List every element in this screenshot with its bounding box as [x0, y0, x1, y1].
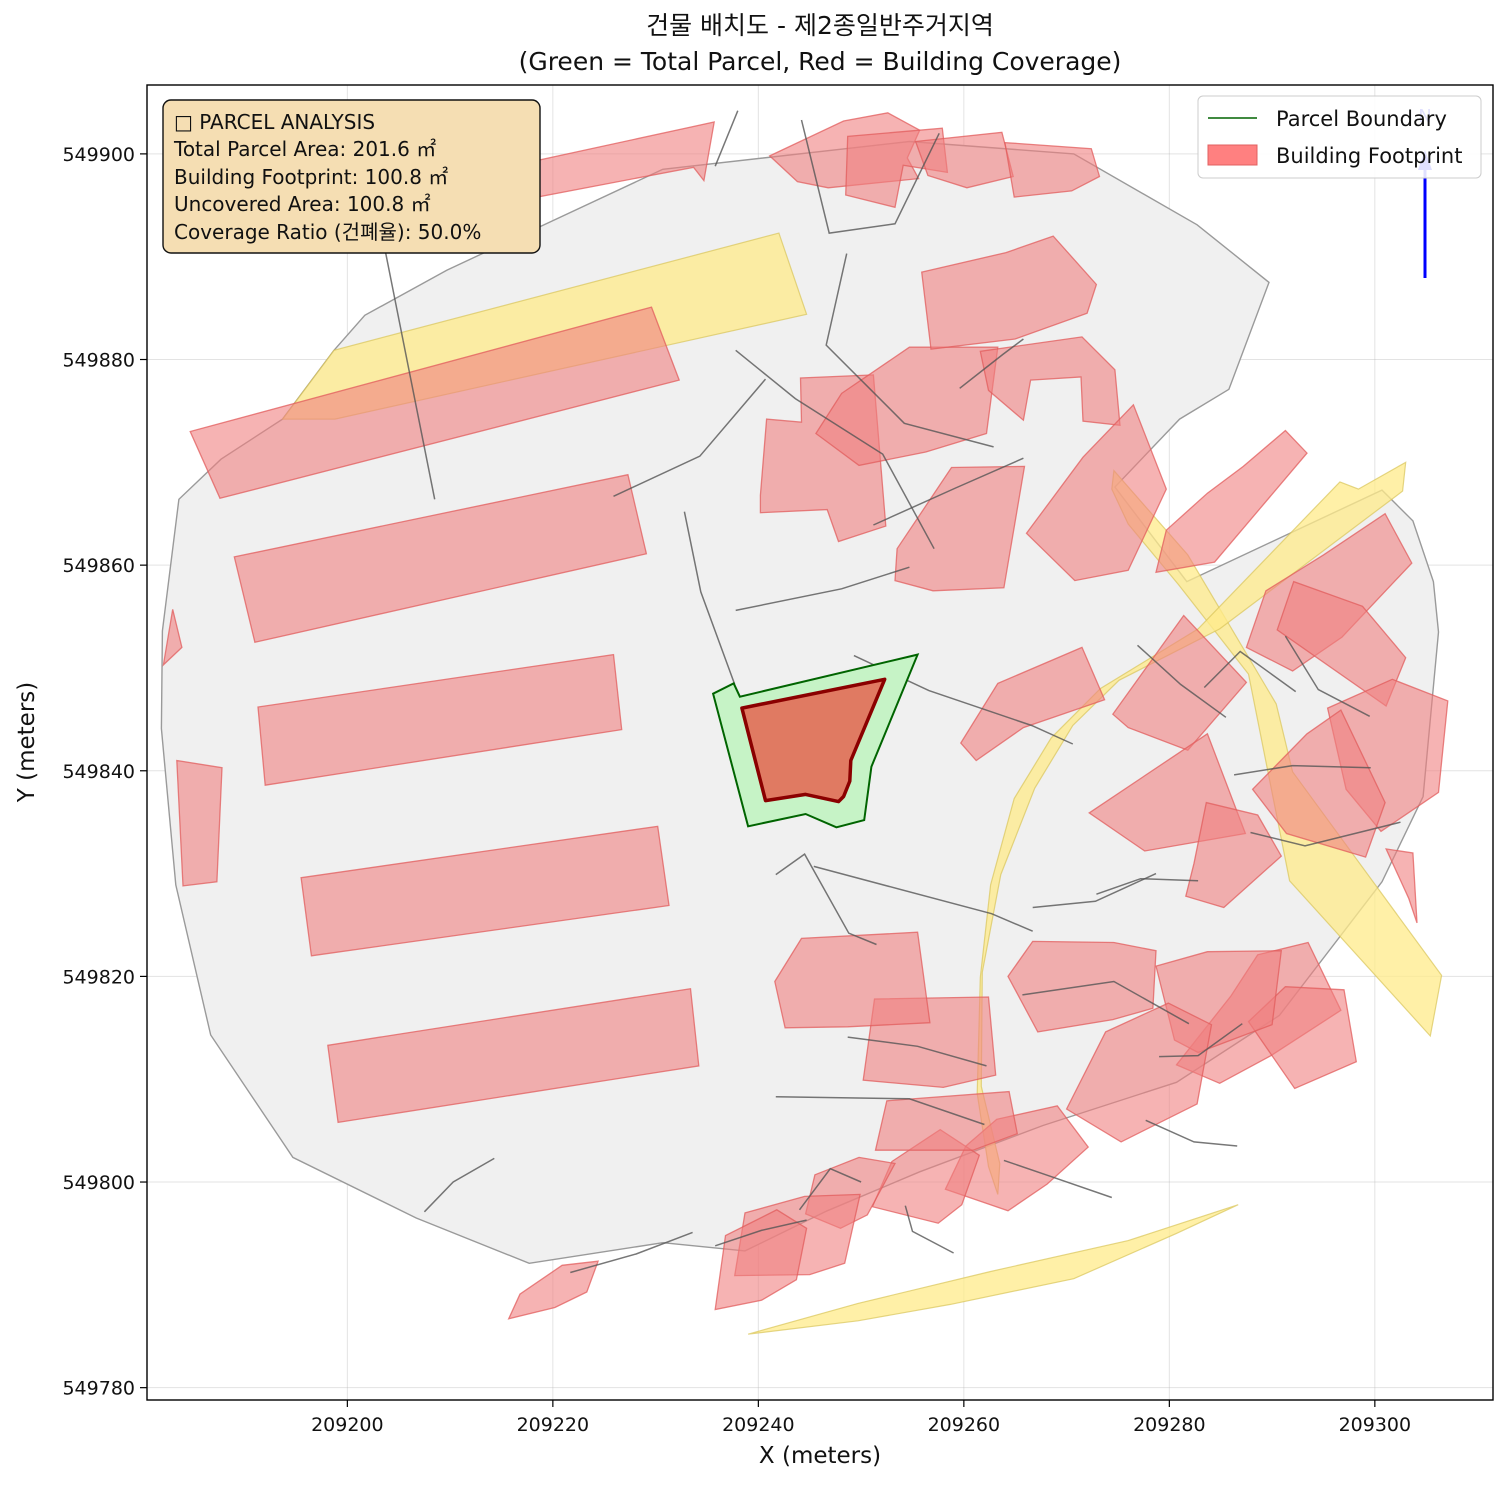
parcel-boundary-line: [1284, 635, 1371, 717]
legend-building-swatch: [1207, 144, 1258, 166]
building-footprint: [327, 987, 700, 1124]
parcel-boundary-line: [683, 511, 736, 685]
parcel-analysis-box: □ PARCEL ANALYSIS Total Parcel Area: 201…: [162, 99, 541, 254]
y-axis-title: Y (meters): [14, 682, 40, 803]
building-footprint: [189, 306, 681, 500]
parcel-boundary-line: [1203, 650, 1297, 693]
parcel-boundary-line: [800, 119, 940, 234]
legend-building-label: Building Footprint: [1276, 144, 1462, 168]
y-tick-label: 549900: [62, 144, 135, 166]
parcel-boundary-line: [384, 251, 436, 500]
building-footprint: [1251, 709, 1386, 858]
parcel-boundary-line: [1096, 877, 1199, 895]
building-footprint: [874, 1090, 1019, 1151]
parcel-boundary-line: [1003, 1159, 1113, 1199]
parcel-boundary-line: [775, 853, 877, 946]
y-tick-label: 549880: [62, 350, 135, 372]
legend: Parcel Boundary Building Footprint: [1197, 95, 1482, 179]
building-footprint: [894, 465, 1026, 592]
building-footprint: [176, 759, 223, 887]
y-tick-label: 549840: [62, 761, 135, 783]
y-tick-label: 549800: [62, 1172, 135, 1194]
building-footprint: [300, 825, 670, 957]
building-footprint: [920, 235, 1098, 350]
building-footprint: [1025, 403, 1168, 582]
x-tick-label: 209300: [1339, 1414, 1412, 1436]
building-footprint: [871, 1128, 981, 1224]
parcel-boundary-line: [813, 865, 1033, 932]
x-tick-label: 209240: [722, 1414, 795, 1436]
y-tick-label: 549780: [62, 1378, 135, 1400]
x-tick-label: 209220: [517, 1414, 590, 1436]
legend-frame: [1197, 95, 1482, 179]
parcel-boundary-line: [735, 566, 910, 612]
axis-ticks: 209200 209220 209240 209260 209280 209300 5497…: [62, 144, 1411, 1436]
building-footprint: [1065, 1002, 1213, 1143]
building-footprint: [914, 131, 1014, 189]
parcel-boundary-line: [1032, 872, 1157, 909]
building-footprint: [1385, 848, 1418, 924]
building-footprint: [1004, 141, 1101, 198]
parcel-boundary-line: [570, 1231, 693, 1274]
chart-title-line1: 건물 배치도 - 제2종일반주거지역: [646, 11, 994, 40]
info-building-footprint: Building Footprint: 100.8 ㎡: [174, 165, 448, 189]
building-footprint: [959, 646, 1106, 762]
y-tick-label: 549860: [62, 555, 135, 577]
parcel-boundary-line: [1159, 1023, 1243, 1058]
parcel-boundary-line: [735, 349, 935, 550]
axes-frame: [146, 84, 1494, 1401]
building-footprint: [1185, 801, 1283, 909]
x-axis-title: X (meters): [759, 1443, 881, 1469]
parcel-boundary-line: [714, 1219, 807, 1247]
parcel-boundary-line: [1250, 821, 1401, 847]
chart-title-line2: (Green = Total Parcel, Red = Building Co…: [519, 47, 1122, 76]
building-footprint: [1155, 429, 1308, 574]
target-building: [740, 677, 887, 804]
parcel-boundary-line: [1145, 1119, 1238, 1147]
building-footprint: [507, 1260, 600, 1320]
parcel-boundary-line: [959, 338, 1024, 389]
x-tick-label: 209280: [1133, 1414, 1206, 1436]
y-tick-label: 549820: [62, 966, 135, 988]
x-tick-label: 209260: [928, 1414, 1001, 1436]
parcel-boundary-line: [798, 1167, 862, 1211]
building-footprint: [714, 1209, 808, 1311]
parcel-boundary-line: [775, 1095, 985, 1126]
parcel-boundary-line: [1022, 980, 1190, 1025]
building-footprint: [257, 653, 623, 786]
parcel-boundary-line: [847, 1036, 987, 1067]
parcel-boundary-line: [1233, 764, 1371, 776]
legend-parcel-label: Parcel Boundary: [1276, 107, 1447, 131]
target-layer: [711, 653, 920, 829]
boundaries-layer: [384, 110, 1401, 1274]
parcel-boundary-line: [825, 253, 994, 448]
building-footprint: [233, 473, 648, 644]
parcel-boundary-line: [873, 457, 1024, 526]
info-header: □ PARCEL ANALYSIS: [174, 110, 375, 134]
info-uncovered-area: Uncovered Area: 100.8 ㎡: [174, 192, 431, 216]
parcel-boundary-line: [423, 1157, 495, 1213]
info-coverage-ratio: Coverage Ratio (건폐율): 50.0%: [174, 220, 481, 244]
road: [747, 1204, 1239, 1335]
building-footprint: [162, 609, 183, 667]
building-footprint: [774, 931, 931, 1029]
parcel-boundary-line: [613, 378, 767, 497]
parcel-boundary-line: [1136, 644, 1227, 718]
info-total-parcel: Total Parcel Area: 201.6 ㎡: [173, 137, 436, 161]
info-box-background: [162, 99, 541, 254]
building-footprint: [1247, 986, 1358, 1090]
x-tick-label: 209200: [311, 1414, 384, 1436]
parcel-boundary-line: [904, 1205, 954, 1254]
parcel-boundary-line: [714, 110, 739, 167]
building-footprint: [979, 336, 1121, 427]
